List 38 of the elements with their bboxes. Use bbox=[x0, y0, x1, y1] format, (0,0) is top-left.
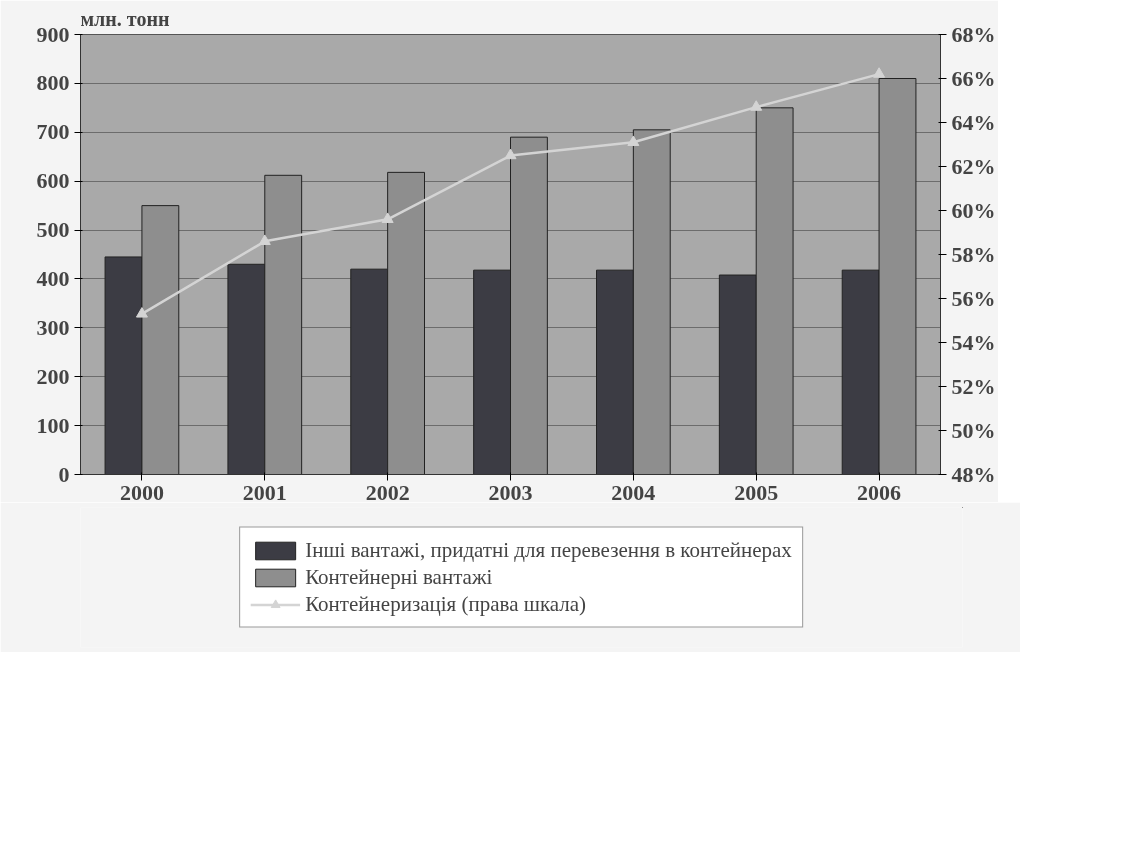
y2-tick-label: 62% bbox=[951, 154, 996, 179]
y-tick-label: 300 bbox=[36, 314, 70, 340]
y2-tick-label: 66% bbox=[951, 66, 996, 91]
y2-tick-label: 48% bbox=[951, 462, 996, 487]
x-tick-label: 2002 bbox=[365, 479, 410, 505]
y2-tick-label: 52% bbox=[951, 374, 996, 399]
point bbox=[504, 148, 517, 160]
point bbox=[873, 67, 886, 78]
legend-label: Контейнеризація (права шкала) bbox=[305, 591, 587, 617]
y2-tick-label: 56% bbox=[951, 286, 996, 311]
y-axis-title: млн. тонн bbox=[80, 7, 170, 30]
y2-tick-label: 50% bbox=[951, 418, 996, 443]
y-tick-label: 400 bbox=[36, 265, 70, 291]
y-tick-label: 100 bbox=[36, 412, 70, 438]
x-tick-label: 2005 bbox=[734, 479, 779, 505]
y-tick-label: 200 bbox=[36, 363, 70, 389]
y2-tick-label: 60% bbox=[951, 198, 996, 223]
y-tick-label: 800 bbox=[36, 70, 70, 96]
x-tick-label: 2004 bbox=[611, 479, 656, 505]
x-tick-label: 2003 bbox=[488, 479, 533, 505]
point bbox=[135, 307, 148, 318]
y-tick-label: 900 bbox=[36, 21, 70, 47]
legend-label: Контейнерні вантажі bbox=[305, 564, 493, 590]
x-tick-label: 2001 bbox=[242, 479, 287, 505]
y-tick-label: 600 bbox=[36, 168, 70, 194]
y-tick-label: 700 bbox=[36, 119, 70, 145]
y2-tick-label: 68% bbox=[951, 22, 996, 47]
y-tick-label: 500 bbox=[36, 217, 70, 243]
x-tick-label: 2000 bbox=[119, 479, 164, 505]
point bbox=[627, 135, 640, 146]
y2-tick-label: 64% bbox=[951, 110, 996, 135]
y2-tick-label: 58% bbox=[951, 242, 996, 267]
x-tick-label: 2006 bbox=[857, 479, 902, 505]
legend-label: Інші вантажі, придатні для перевезення в контейнерах bbox=[305, 537, 792, 563]
point bbox=[750, 100, 763, 111]
y2-tick-label: 54% bbox=[951, 330, 996, 355]
y-tick-label: 0 bbox=[58, 461, 70, 487]
point bbox=[381, 212, 394, 223]
